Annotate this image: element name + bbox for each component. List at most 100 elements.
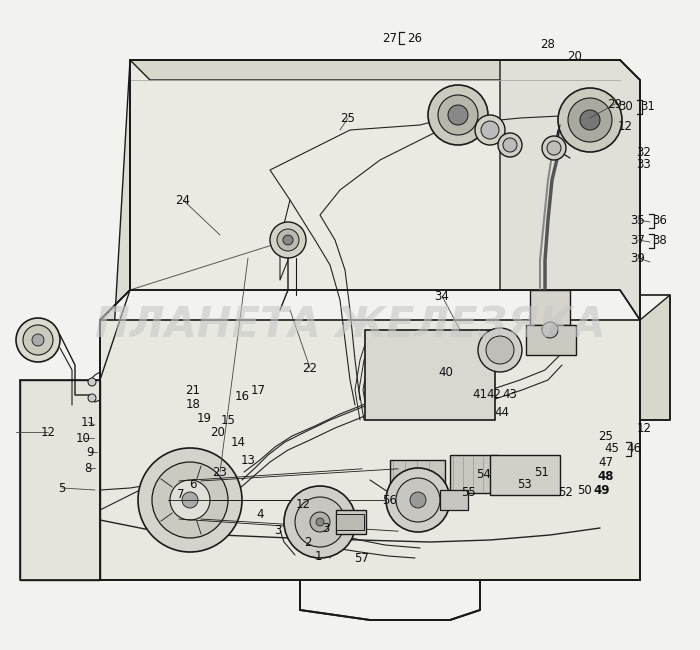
Circle shape: [295, 497, 345, 547]
Text: 35: 35: [631, 213, 645, 226]
Circle shape: [448, 105, 468, 125]
Text: 25: 25: [598, 430, 613, 443]
Circle shape: [88, 378, 96, 386]
Circle shape: [182, 492, 198, 508]
Text: 16: 16: [234, 389, 249, 402]
Circle shape: [32, 334, 44, 346]
Text: 51: 51: [535, 465, 550, 478]
Text: 32: 32: [636, 146, 652, 159]
Text: 29: 29: [608, 98, 622, 111]
Text: 24: 24: [176, 194, 190, 207]
Circle shape: [542, 322, 558, 338]
Polygon shape: [20, 380, 100, 580]
Circle shape: [568, 98, 612, 142]
Text: 34: 34: [435, 289, 449, 302]
Circle shape: [23, 325, 53, 355]
Circle shape: [277, 229, 299, 251]
Circle shape: [580, 110, 600, 130]
Circle shape: [152, 462, 228, 538]
Text: 31: 31: [640, 99, 655, 112]
Bar: [336, 514, 364, 530]
Text: 4: 4: [256, 508, 264, 521]
Text: 5: 5: [58, 482, 66, 495]
Circle shape: [88, 394, 96, 402]
Circle shape: [283, 235, 293, 245]
Circle shape: [503, 138, 517, 152]
Text: 20: 20: [568, 49, 582, 62]
Text: 56: 56: [383, 493, 398, 506]
Bar: [390, 460, 445, 498]
Text: 12: 12: [636, 421, 652, 434]
Text: 39: 39: [631, 252, 645, 265]
Text: 38: 38: [652, 233, 667, 246]
Text: 3: 3: [322, 521, 330, 534]
Text: 7: 7: [177, 488, 185, 500]
Bar: [526, 325, 576, 355]
Circle shape: [558, 88, 622, 152]
Circle shape: [310, 512, 330, 532]
Polygon shape: [640, 295, 670, 420]
Text: 36: 36: [652, 213, 667, 226]
Circle shape: [542, 136, 566, 160]
Circle shape: [138, 448, 242, 552]
Circle shape: [396, 478, 440, 522]
Bar: [530, 290, 570, 325]
Circle shape: [481, 121, 499, 139]
Text: 22: 22: [302, 361, 318, 374]
Circle shape: [478, 328, 522, 372]
Text: 40: 40: [439, 365, 454, 378]
Circle shape: [410, 492, 426, 508]
Text: 12: 12: [617, 120, 633, 133]
Circle shape: [16, 318, 60, 362]
Text: 13: 13: [241, 454, 256, 467]
Text: 23: 23: [213, 465, 228, 478]
Text: 12: 12: [295, 497, 311, 510]
Circle shape: [498, 133, 522, 157]
Text: 8: 8: [84, 462, 92, 474]
Bar: [336, 510, 366, 534]
Circle shape: [428, 85, 488, 145]
Circle shape: [486, 336, 514, 364]
Circle shape: [316, 518, 324, 526]
Polygon shape: [100, 320, 640, 580]
Text: 21: 21: [186, 384, 200, 396]
Text: 1: 1: [314, 549, 322, 562]
Text: 44: 44: [494, 406, 510, 419]
Text: 18: 18: [186, 398, 200, 411]
Text: 11: 11: [80, 415, 95, 428]
Polygon shape: [130, 60, 620, 290]
Text: 19: 19: [197, 411, 211, 424]
Text: 20: 20: [211, 426, 225, 439]
Text: 33: 33: [636, 157, 652, 170]
Text: 57: 57: [355, 551, 370, 564]
Circle shape: [475, 115, 505, 145]
Text: 54: 54: [477, 467, 491, 480]
Text: 37: 37: [631, 233, 645, 246]
Text: 9: 9: [86, 445, 94, 458]
Text: 42: 42: [486, 387, 501, 400]
Text: 45: 45: [605, 441, 620, 454]
Text: 46: 46: [626, 441, 641, 454]
Text: 49: 49: [594, 484, 610, 497]
Text: 2: 2: [304, 536, 312, 549]
Circle shape: [284, 486, 356, 558]
Text: 55: 55: [461, 486, 475, 499]
Text: 47: 47: [598, 456, 613, 469]
Text: 41: 41: [473, 387, 487, 400]
Text: 10: 10: [76, 432, 90, 445]
Text: 12: 12: [41, 426, 55, 439]
Polygon shape: [100, 60, 130, 570]
Circle shape: [170, 480, 210, 520]
Circle shape: [270, 222, 306, 258]
Bar: [440, 490, 468, 510]
Text: 27: 27: [382, 31, 398, 44]
Text: 25: 25: [341, 112, 356, 125]
Bar: [450, 455, 498, 493]
Text: 14: 14: [230, 437, 246, 450]
Text: 43: 43: [503, 387, 517, 400]
Bar: [365, 330, 495, 420]
Text: 3: 3: [274, 525, 281, 538]
Polygon shape: [500, 60, 640, 320]
Text: 53: 53: [517, 478, 531, 491]
Text: 28: 28: [540, 38, 555, 51]
